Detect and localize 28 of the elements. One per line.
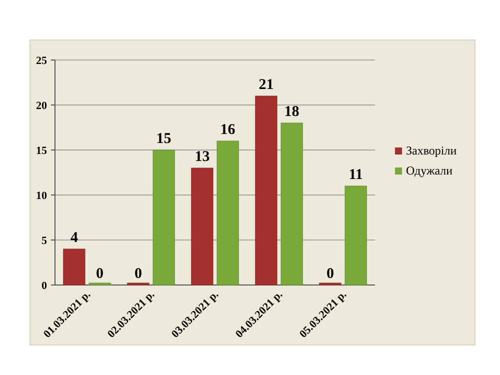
data-label: 11	[348, 167, 363, 183]
bar	[344, 186, 367, 286]
y-tick-label: 25	[36, 55, 48, 67]
data-label: 0	[96, 266, 104, 282]
y-tick-label: 5	[42, 235, 48, 247]
bar	[280, 122, 303, 286]
data-label: 21	[258, 77, 274, 93]
y-tick-label: 20	[36, 100, 48, 112]
bar	[63, 248, 86, 286]
data-label: 13	[194, 149, 210, 165]
y-tick-label: 15	[36, 145, 48, 157]
y-tick-label: 10	[36, 190, 48, 202]
legend-label: Одужали	[406, 164, 454, 178]
bar	[152, 150, 175, 286]
bar	[319, 282, 342, 286]
bar	[255, 96, 278, 286]
y-tick-label: 0	[42, 280, 48, 292]
bar	[127, 282, 150, 286]
legend-label: Захворіли	[406, 144, 458, 158]
bar	[88, 282, 111, 286]
data-label: 0	[134, 266, 142, 282]
data-label: 4	[70, 230, 78, 246]
data-label: 16	[220, 122, 236, 138]
bar	[191, 168, 214, 286]
data-label: 0	[326, 266, 334, 282]
bar	[216, 140, 239, 286]
data-label: 15	[156, 131, 172, 147]
data-label: 18	[284, 104, 300, 120]
